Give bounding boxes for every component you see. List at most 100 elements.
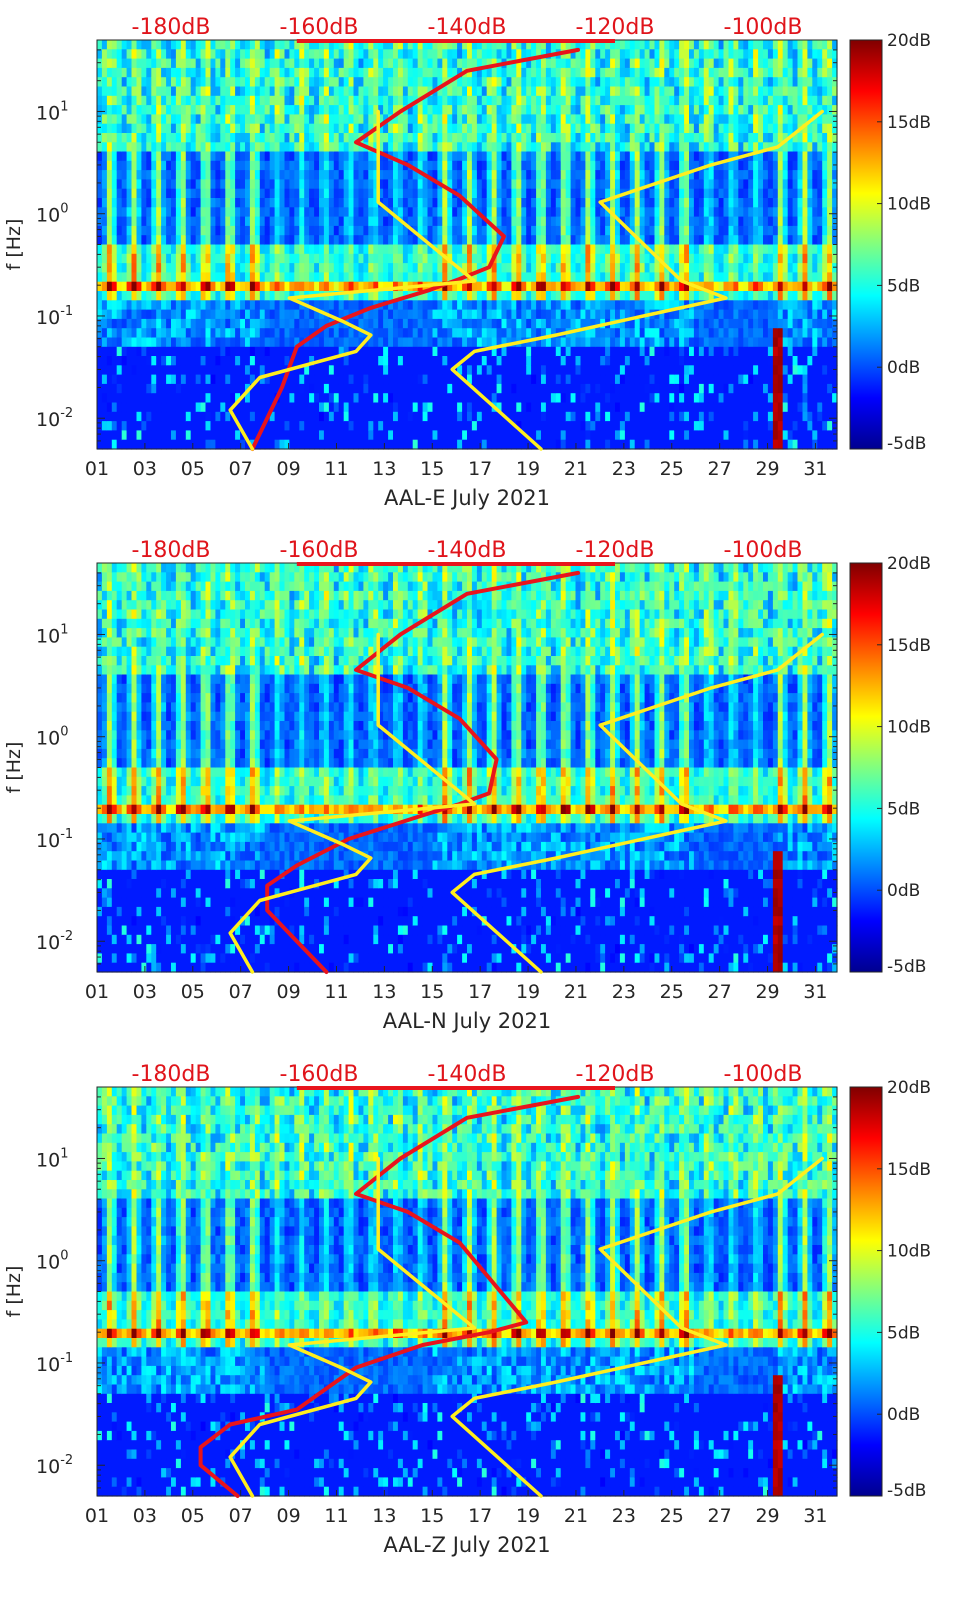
spectrogram-cell (225, 77, 231, 88)
spectrogram-cell (639, 86, 646, 97)
spectrogram-cell (151, 133, 157, 143)
spectrogram-cell (156, 179, 162, 190)
spectrogram-cell (348, 328, 355, 339)
spectrogram-cell (486, 411, 493, 422)
spectrogram-cell (368, 272, 374, 283)
spectrogram-cell (338, 216, 345, 227)
spectrogram-cell (166, 86, 172, 97)
spectrogram-cell (245, 430, 251, 441)
spectrogram-cell (511, 291, 517, 301)
spectrogram-cell (619, 170, 626, 180)
spectrogram-cell (595, 114, 601, 125)
spectrogram-cell (506, 430, 512, 441)
spectrogram-cell (200, 198, 207, 208)
spectrogram-cell (600, 328, 606, 339)
spectrogram-cell (299, 263, 305, 273)
spectrogram-cell (116, 328, 123, 339)
spectrogram-cell (294, 309, 300, 320)
spectrogram-cell (560, 95, 567, 106)
spectrogram-cell (511, 86, 517, 97)
spectrogram-cell (481, 235, 488, 246)
spectrogram-cell (328, 198, 335, 208)
spectrogram-cell (422, 430, 429, 441)
spectrogram-cell (195, 105, 202, 115)
spectrogram-cell (511, 393, 517, 404)
spectrogram-cell (585, 365, 591, 376)
spectrogram-cell (417, 133, 424, 143)
spectrogram-cell (136, 300, 142, 311)
spectrogram-cell (516, 244, 522, 255)
spectrogram-cell (358, 40, 364, 50)
spectrogram-cell (190, 328, 197, 339)
spectrogram-cell (97, 114, 103, 125)
spectrogram-cell (555, 123, 562, 134)
spectrogram-cell (442, 318, 448, 329)
spectrogram-cell (156, 160, 162, 171)
spectrogram-cell (541, 402, 547, 413)
spectrogram-cell (476, 95, 483, 106)
spectrogram-cell (476, 291, 483, 301)
spectrogram-cell (249, 77, 256, 88)
spectrogram-cell (284, 151, 290, 162)
spectrogram-cell (491, 291, 498, 301)
spectrogram-cell (388, 337, 394, 348)
spectrogram-cell (471, 77, 478, 88)
spectrogram-cell (471, 95, 478, 106)
spectrogram-cell (121, 40, 128, 50)
spectrogram-cell (156, 439, 162, 450)
spectrogram-cell (111, 402, 118, 413)
spectrogram-cell (629, 198, 636, 208)
spectrogram-cell (541, 95, 547, 106)
spectrogram-cell (501, 160, 507, 171)
spectrogram-cell (541, 244, 547, 255)
spectrogram-cell (644, 402, 651, 413)
spectrogram-cell (151, 402, 157, 413)
spectrogram-cell (580, 318, 586, 329)
spectrogram-cell (101, 411, 108, 422)
spectrogram-cell (639, 253, 646, 264)
spectrogram-cell (343, 170, 350, 180)
spectrogram-cell (348, 105, 355, 115)
spectrogram-cell (171, 402, 177, 413)
spectrogram-cell (106, 337, 113, 348)
spectrogram-cell (338, 346, 345, 357)
spectrogram-cell (654, 216, 660, 227)
spectrogram-cell (496, 346, 503, 357)
spectrogram-cell (402, 374, 409, 385)
spectrogram-cell (506, 160, 512, 171)
spectrogram-cell (447, 207, 453, 218)
spectrogram-cell (259, 170, 266, 180)
spectrogram-cell (452, 430, 458, 441)
spectrogram-cell (195, 95, 202, 106)
spectrogram-cell (531, 300, 537, 311)
spectrogram-cell (343, 198, 350, 208)
spectrogram-cell (383, 328, 389, 339)
spectrogram-cell (215, 383, 221, 394)
spectrogram-cell (619, 142, 626, 153)
spectrogram-cell (180, 439, 187, 450)
spectrogram-cell (467, 133, 473, 143)
spectrogram-cell (111, 86, 118, 97)
spectrogram-cell (427, 383, 433, 394)
spectrogram-cell (437, 244, 443, 255)
spectrogram-cell (215, 402, 221, 413)
spectrogram-cell (314, 179, 320, 190)
spectrogram-cell (284, 188, 290, 199)
spectrogram-cell (600, 207, 606, 218)
spectrogram-cell (407, 95, 414, 106)
spectrogram-cell (422, 421, 429, 431)
spectrogram-cell (235, 58, 241, 69)
spectrogram-cell (348, 198, 355, 208)
spectrogram-cell (506, 235, 512, 246)
spectrogram-cell (309, 337, 315, 348)
spectrogram-cell (343, 49, 350, 60)
spectrogram-cell (624, 235, 631, 246)
spectrogram-cell (264, 77, 271, 88)
spectrogram-cell (496, 402, 503, 413)
spectrogram-cell (259, 67, 266, 78)
spectrogram-cell (175, 58, 182, 69)
spectrogram-cell (368, 170, 374, 180)
spectrogram-cell (200, 439, 207, 450)
spectrogram-cell (565, 365, 572, 376)
spectrogram-cell (225, 393, 231, 404)
